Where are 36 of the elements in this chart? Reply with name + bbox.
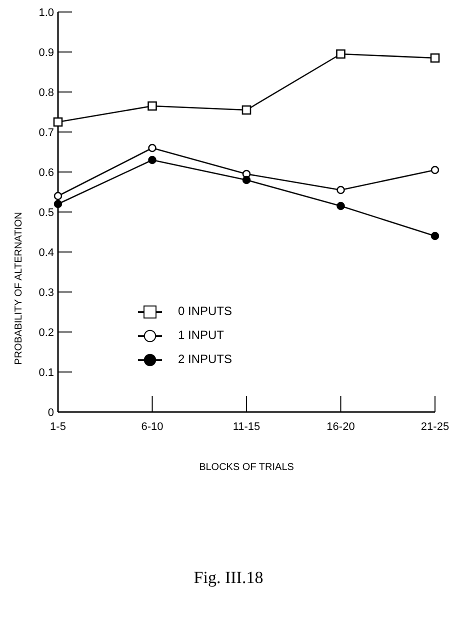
y-tick-label: 0.3 xyxy=(38,287,54,299)
y-tick-label: 0.4 xyxy=(38,247,54,259)
y-tick-label: 0.8 xyxy=(38,87,54,99)
y-tick-label: 0.9 xyxy=(38,47,54,59)
y-tick-label: 0 xyxy=(48,407,54,419)
point xyxy=(336,202,345,210)
x-tick-label: 11-15 xyxy=(232,421,260,433)
point xyxy=(430,166,440,174)
y-tick-label: 0.1 xyxy=(38,367,54,379)
y-tick-label: 0.5 xyxy=(38,207,54,219)
point xyxy=(336,49,346,59)
x-tick-label: 21-25 xyxy=(420,421,450,433)
point xyxy=(148,144,156,152)
text: Fig. III.18 xyxy=(192,568,264,588)
point xyxy=(54,200,62,208)
legend-label: 2 INPUTS xyxy=(178,352,232,366)
y-axis-title: PROBABILITY OF ALTERNATION xyxy=(14,212,25,365)
point xyxy=(242,176,251,184)
point xyxy=(148,101,157,111)
x-tick-label: 1-5 xyxy=(50,421,66,433)
y-tick-label: 0.6 xyxy=(38,167,54,179)
x-tick-label: 16-20 xyxy=(326,421,355,433)
point xyxy=(242,105,252,115)
y-tick-label: 1.0 xyxy=(38,7,54,19)
y-tick-label: 0.7 xyxy=(38,127,54,139)
point xyxy=(430,53,440,63)
x-axis-title: BLOCKS OF TRIALS xyxy=(199,462,294,473)
y-tick-label: 0.2 xyxy=(38,327,54,339)
point xyxy=(148,156,156,164)
x-tick-label: 6-10 xyxy=(141,421,164,433)
point xyxy=(430,232,440,240)
point xyxy=(53,117,63,127)
point xyxy=(54,192,62,200)
legend-label: 1 INPUT xyxy=(178,328,224,342)
point xyxy=(336,186,345,194)
legend-label: 0 INPUTS xyxy=(178,304,232,318)
